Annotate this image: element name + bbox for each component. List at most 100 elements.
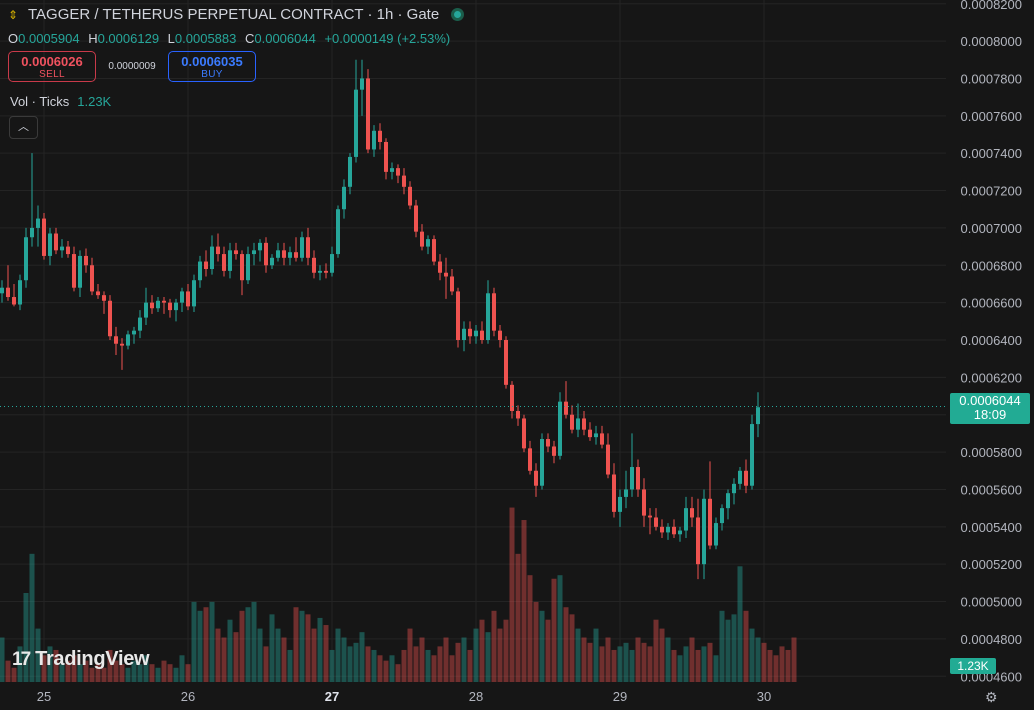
candle — [444, 257, 448, 299]
volume-bar — [233, 632, 239, 682]
logo-text: TradingView — [35, 648, 150, 670]
candle — [156, 297, 160, 312]
current-price-tag: 0.0006044 18:09 — [950, 393, 1030, 424]
volume-bar — [743, 610, 749, 682]
candle — [726, 489, 730, 520]
volume-bar — [137, 664, 143, 682]
volume-bar — [677, 655, 683, 682]
volume-bar — [203, 607, 209, 682]
volume-bar — [395, 664, 401, 682]
price-axis[interactable]: 0.00046000.00048000.00050000.00052000.00… — [961, 0, 1022, 684]
volume-bar — [551, 578, 557, 682]
candle — [408, 181, 412, 210]
volume-bar — [659, 628, 665, 682]
candle — [396, 164, 400, 184]
volume-bar — [467, 649, 473, 682]
candle — [462, 321, 466, 352]
candle — [360, 59, 364, 116]
volume-bar — [545, 619, 551, 682]
volume-bar — [65, 660, 71, 682]
candle — [714, 517, 718, 550]
volume-bar — [725, 619, 731, 682]
volume-bar — [293, 607, 299, 682]
candle — [126, 330, 130, 350]
volume-bar — [311, 628, 317, 682]
sell-price: 0.0006026 — [21, 54, 83, 69]
candle — [690, 496, 694, 527]
volume-bars — [0, 507, 797, 682]
volume-bar — [581, 637, 587, 682]
candle — [564, 381, 568, 419]
volume-legend[interactable]: Vol · Ticks 1.23K — [10, 94, 111, 109]
volume-bar — [221, 637, 227, 682]
volume-bar — [719, 610, 725, 682]
ohlc-values: O0.0005904 H0.0006129 L0.0005883 C0.0006… — [8, 31, 455, 46]
candle — [648, 508, 652, 535]
volume-bar — [353, 642, 359, 682]
volume-bar — [179, 655, 185, 682]
candle — [468, 321, 472, 344]
volume-bar — [89, 667, 95, 682]
candle — [498, 325, 502, 348]
volume-bar — [29, 553, 35, 682]
volume-bar — [473, 628, 479, 682]
volume-bar — [47, 646, 53, 682]
gear-icon[interactable]: ⚙ — [985, 689, 998, 705]
volume-bar — [731, 614, 737, 682]
open-label: O — [8, 31, 19, 46]
volume-bar — [317, 617, 323, 682]
volume-bar — [737, 566, 743, 682]
volume-bar — [779, 646, 785, 682]
candle — [384, 138, 388, 180]
volume-bar — [599, 646, 605, 682]
volume-bar — [707, 642, 713, 682]
grid-lines — [0, 0, 946, 680]
tradingview-logo-icon: 17 — [12, 648, 31, 670]
volume-bar — [275, 628, 281, 682]
price-tick-label: 0.0006800 — [961, 258, 1022, 273]
volume-bar — [167, 664, 173, 682]
volume-bar — [119, 664, 125, 682]
candle — [0, 280, 4, 303]
volume-bar — [641, 642, 647, 682]
collapse-legend-button[interactable]: ︿ — [9, 116, 38, 139]
sell-button[interactable]: 0.0006026 SELL — [8, 51, 96, 82]
volume-bar — [749, 628, 755, 682]
time-axis[interactable]: 25 26 27 28 29 30 — [37, 689, 771, 704]
symbol-title[interactable]: TAGGER / TETHERUS PERPETUAL CONTRACT · 1… — [28, 6, 440, 23]
volume-bar — [173, 667, 179, 682]
current-price-value: 0.0006044 — [959, 393, 1021, 408]
tradingview-logo[interactable]: 17 TradingView — [12, 648, 150, 671]
buy-button[interactable]: 0.0006035 BUY — [168, 51, 256, 82]
volume-bar — [413, 646, 419, 682]
candle — [186, 283, 190, 311]
volume-bar — [695, 649, 701, 682]
price-tick-label: 0.0005000 — [961, 595, 1022, 610]
candle — [192, 274, 196, 312]
candle — [450, 269, 454, 296]
volume-bar — [791, 637, 797, 682]
time-tick-label: 27 — [325, 689, 339, 704]
time-tick-label: 29 — [613, 689, 627, 704]
candle — [120, 338, 124, 370]
volume-bar — [365, 646, 371, 682]
up-down-arrows-icon[interactable]: ⇕ — [8, 7, 19, 22]
candle — [174, 298, 178, 322]
candle — [330, 246, 334, 277]
price-tick-label: 0.0006600 — [961, 296, 1022, 311]
high-value: 0.0006129 — [97, 31, 160, 46]
volume-bar — [407, 628, 413, 682]
candle — [228, 242, 232, 279]
candle — [114, 326, 118, 355]
candle — [84, 248, 88, 273]
spread-value: 0.0000009 — [108, 61, 156, 72]
volume-bar — [143, 655, 149, 682]
candle — [426, 235, 430, 255]
candle — [522, 414, 526, 453]
candle — [696, 498, 700, 580]
candle — [588, 422, 592, 441]
volume-bar — [281, 637, 287, 682]
chevron-up-icon: ︿ — [18, 121, 29, 133]
open-value: 0.0005904 — [18, 31, 80, 46]
